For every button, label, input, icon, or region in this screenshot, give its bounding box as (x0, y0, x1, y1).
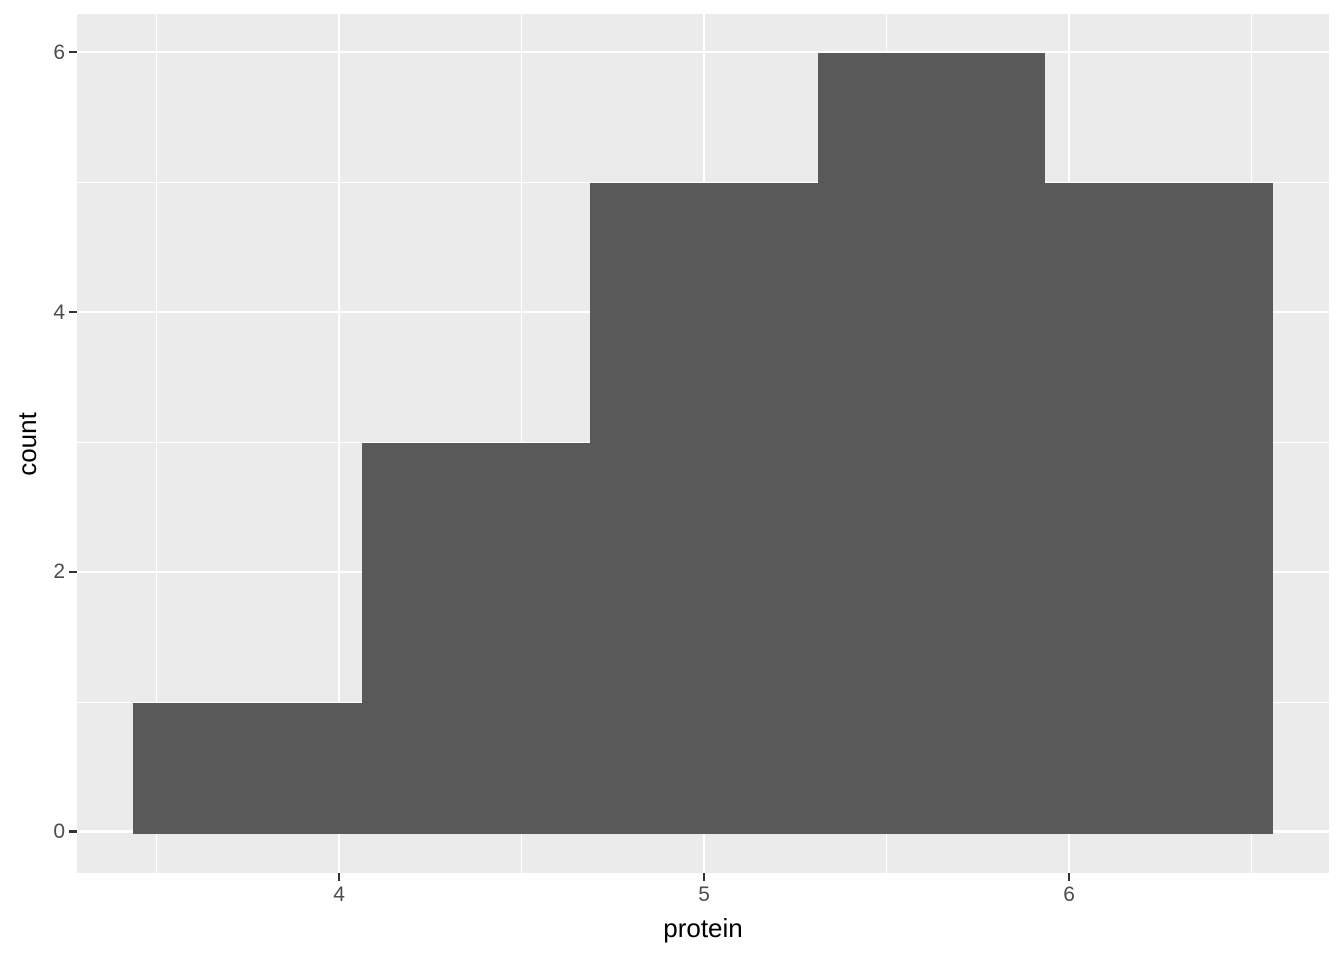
x-tick-mark (702, 873, 706, 881)
y-tick-label: 4 (53, 300, 65, 324)
x-tick-mark (337, 873, 341, 881)
x-tick-mark (1067, 873, 1071, 881)
histogram-bar (590, 183, 818, 834)
x-tick-label: 4 (333, 883, 345, 906)
x-tick-label: 5 (698, 883, 710, 906)
y-tick-mark (69, 830, 77, 833)
y-tick-label: 0 (53, 820, 65, 844)
plot-panel (77, 14, 1329, 873)
x-tick-label: 6 (1063, 883, 1075, 906)
y-axis-title: count (12, 412, 42, 476)
y-major-gridline (77, 50, 1329, 54)
histogram-bar (362, 443, 591, 834)
y-tick-mark (69, 570, 77, 574)
x-minor-gridline (155, 14, 158, 873)
x-axis-title: protein (663, 913, 743, 943)
y-tick-label: 6 (53, 40, 65, 64)
histogram-bar (817, 53, 1045, 834)
y-tick-mark (69, 50, 77, 54)
histogram-bar (1045, 183, 1273, 834)
y-tick-label: 2 (53, 560, 65, 584)
x-major-gridline (337, 14, 341, 873)
y-tick-mark (69, 310, 77, 314)
histogram-bar (133, 703, 363, 834)
